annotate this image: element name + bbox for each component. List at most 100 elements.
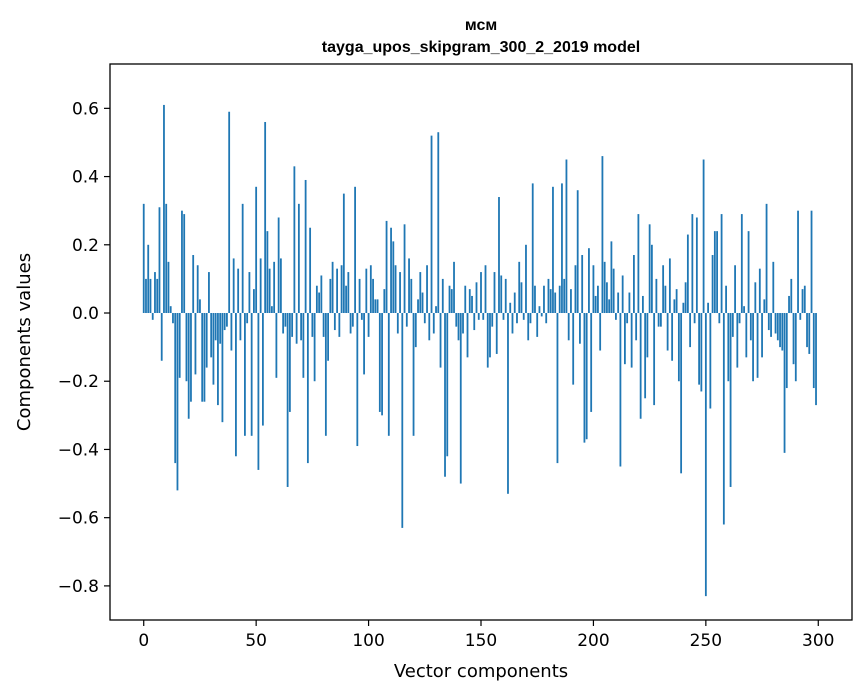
bar-63 — [284, 313, 287, 327]
bar-247 — [698, 313, 700, 385]
bar-89 — [342, 193, 345, 314]
bar-251 — [707, 302, 709, 313]
y-axis-ticks: 0.6 0.4 0.2 0.0 −0.2 −0.4 −0.6 −0.8 — [58, 99, 110, 597]
bar-286 — [785, 313, 788, 389]
bar-288 — [790, 278, 793, 314]
bar-258 — [722, 313, 725, 525]
bar-169 — [522, 313, 525, 320]
bar-284 — [781, 313, 784, 351]
bar-225 — [648, 224, 651, 314]
bar-165 — [513, 292, 516, 314]
bar-138 — [453, 261, 455, 314]
bar-277 — [765, 203, 768, 313]
bar-136 — [448, 285, 451, 314]
bar-208 — [610, 241, 613, 313]
chart-title-line1: мсм — [465, 17, 497, 34]
bar-210 — [615, 313, 617, 320]
bar-287 — [788, 295, 790, 314]
bar-193 — [576, 190, 579, 314]
bar-245 — [693, 313, 696, 324]
bar-103 — [374, 299, 377, 313]
bar-35 — [221, 313, 224, 423]
bar-11 — [167, 261, 170, 314]
bar-163 — [509, 302, 512, 313]
bar-99 — [365, 268, 368, 313]
bar-59 — [275, 313, 278, 378]
bar-14 — [174, 313, 177, 464]
bar-179 — [545, 313, 548, 324]
bar-85 — [333, 313, 336, 331]
bar-116 — [403, 224, 406, 314]
bar-128 — [430, 135, 433, 313]
bar-292 — [799, 313, 802, 320]
bar-182 — [552, 186, 554, 314]
bar-111 — [392, 241, 395, 313]
bar-174 — [534, 285, 536, 314]
bar-115 — [401, 313, 404, 528]
bar-196 — [583, 313, 586, 443]
bar-289 — [792, 313, 795, 365]
bar-158 — [498, 197, 500, 314]
bar-218 — [633, 255, 635, 314]
bar-122 — [417, 299, 419, 313]
bar-240 — [682, 302, 685, 313]
bar-188 — [565, 159, 568, 314]
bar-97 — [360, 313, 363, 320]
bar-113 — [396, 313, 399, 334]
bar-227 — [653, 313, 656, 406]
bar-50 — [255, 186, 258, 314]
bar-19 — [185, 313, 188, 382]
bar-207 — [608, 299, 611, 313]
bar-29 — [208, 272, 210, 313]
bar-131 — [437, 132, 440, 314]
bar-194 — [579, 313, 581, 344]
bar-192 — [574, 265, 577, 313]
bar-237 — [675, 289, 678, 314]
bar-107 — [383, 289, 386, 314]
bar-161 — [504, 278, 507, 314]
bar-224 — [646, 313, 649, 358]
bar-110 — [390, 227, 392, 314]
x-tick-label: 0 — [138, 631, 149, 651]
bar-172 — [529, 313, 532, 324]
bar-26 — [201, 313, 204, 402]
bar-176 — [538, 306, 541, 313]
y-axis-label: Components values — [14, 253, 35, 431]
bar-114 — [399, 272, 401, 313]
bar-202 — [597, 285, 599, 314]
bar-298 — [812, 313, 815, 389]
bar-244 — [691, 214, 694, 314]
bar-73 — [306, 313, 309, 464]
bar-246 — [695, 217, 698, 314]
bar-291 — [797, 210, 799, 313]
bar-267 — [743, 306, 745, 313]
bar-129 — [432, 313, 435, 334]
bar-147 — [473, 313, 476, 331]
bar-257 — [720, 214, 723, 314]
bar-214 — [624, 313, 626, 365]
bar-130 — [435, 306, 437, 313]
bar-60 — [277, 217, 280, 314]
bar-250 — [704, 313, 707, 597]
x-tick-label: 200 — [577, 631, 609, 651]
bar-84 — [331, 261, 334, 314]
y-tick-label: 0.2 — [72, 236, 99, 256]
bar-28 — [205, 313, 208, 368]
bar-98 — [363, 313, 365, 375]
x-tick-label: 300 — [802, 631, 834, 651]
bar-44 — [241, 203, 244, 313]
bar-280 — [772, 261, 775, 314]
bar-217 — [630, 313, 633, 368]
bars-group — [142, 104, 817, 597]
bar-220 — [637, 214, 640, 314]
bar-76 — [313, 313, 316, 382]
bar-67 — [293, 166, 296, 313]
bar-104 — [376, 299, 379, 313]
bar-180 — [547, 278, 550, 314]
bar-46 — [246, 313, 249, 324]
bar-25 — [199, 299, 201, 313]
bar-278 — [767, 313, 770, 331]
bar-198 — [588, 248, 590, 314]
bar-7 — [158, 207, 161, 313]
bar-295 — [806, 313, 808, 348]
